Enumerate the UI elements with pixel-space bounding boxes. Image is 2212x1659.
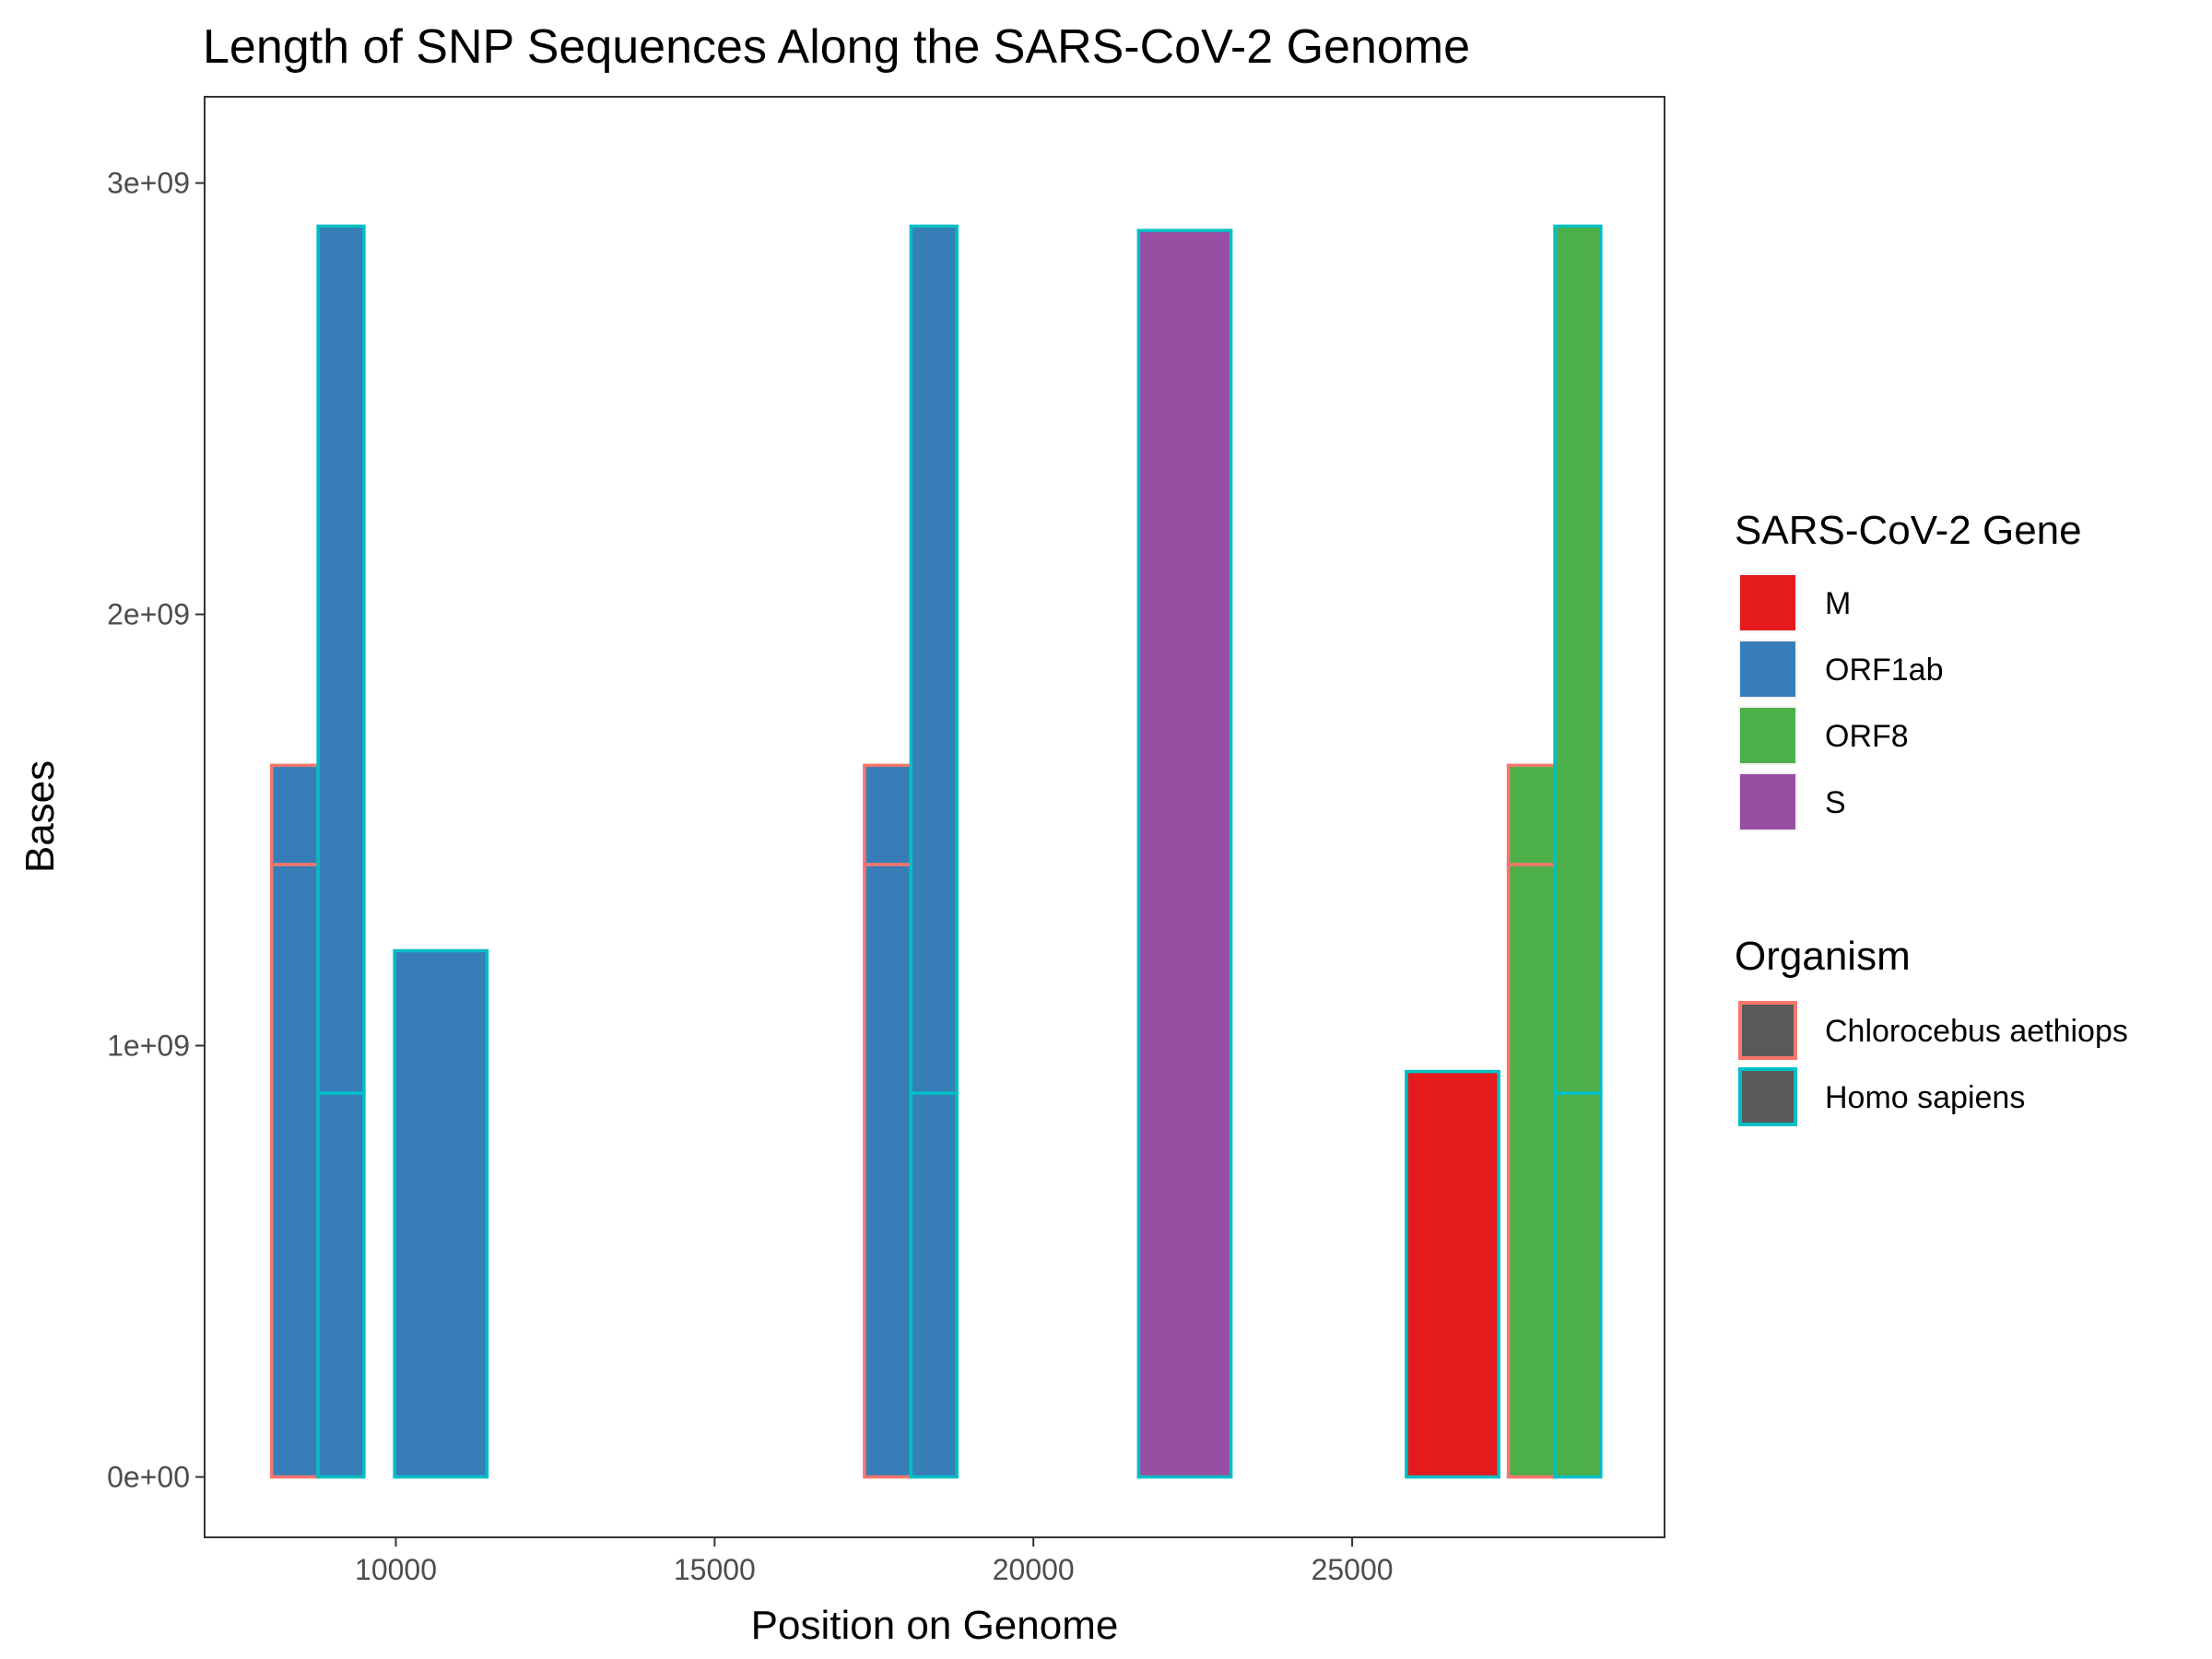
bar-group (316, 224, 366, 1479)
bar-segment (1506, 863, 1557, 1479)
organism-legend-items: Chlorocebus aethiops Homo sapiens (1738, 1001, 2128, 1126)
legend-swatch (1740, 774, 1795, 830)
bar-segment (316, 1091, 366, 1479)
plot-border (204, 96, 1665, 1538)
bar-group (863, 763, 913, 1479)
bar-segment (863, 763, 913, 866)
legend: SARS-CoV-2 Gene M ORF1ab ORF8 S Organism Ch… (1735, 508, 2128, 1126)
x-axis-title: Position on Genome (751, 1603, 1119, 1648)
x-axis: 10000 15000 20000 25000 (355, 1537, 1394, 1586)
y-tick-label: 0e+00 (107, 1460, 190, 1493)
legend-swatch (1738, 1067, 1797, 1126)
gene-legend-items: M ORF1ab ORF8 S (1738, 573, 1944, 831)
legend-label: M (1825, 586, 1851, 621)
y-axis-title: Bases (18, 760, 63, 873)
bar-group (1553, 224, 1603, 1479)
bar-segment (269, 763, 320, 866)
bar-segment (1553, 1091, 1603, 1479)
bar-segment (1136, 229, 1233, 1479)
bar-segment (1553, 224, 1603, 1095)
y-tick-label: 3e+09 (107, 167, 190, 200)
bar-group (909, 224, 959, 1479)
bar-segment (269, 863, 320, 1479)
bar-group (1506, 763, 1557, 1479)
x-tick-label: 25000 (1312, 1553, 1394, 1586)
legend-label: S (1825, 785, 1846, 820)
organism-legend-title: Organism (1735, 934, 1911, 979)
organism-legend-item: Homo sapiens (1738, 1067, 2025, 1126)
gene-legend-item: ORF1ab (1738, 640, 1944, 699)
y-tick-label: 1e+09 (107, 1030, 190, 1063)
bar-group (1136, 229, 1233, 1479)
legend-swatch (1738, 1001, 1797, 1060)
legend-label: ORF1ab (1825, 653, 1944, 688)
legend-label: Homo sapiens (1825, 1080, 2025, 1115)
bar-segment (909, 224, 959, 1095)
gene-legend-item: M (1738, 573, 1851, 632)
gene-legend-item: S (1738, 772, 1846, 831)
y-tick-label: 2e+09 (107, 598, 190, 631)
bar-segment (1405, 1069, 1500, 1479)
bar-group (393, 948, 489, 1479)
gene-legend-title: SARS-CoV-2 Gene (1735, 508, 2082, 553)
x-tick-label: 10000 (355, 1553, 437, 1586)
legend-label: ORF8 (1825, 719, 1909, 754)
organism-legend-item: Chlorocebus aethiops (1738, 1001, 2128, 1060)
bar-segment (316, 224, 366, 1095)
x-tick-label: 15000 (674, 1553, 756, 1586)
bar-segment (393, 948, 489, 1479)
chart-title: Length of SNP Sequences Along the SARS-C… (203, 20, 1470, 74)
x-tick-label: 20000 (993, 1553, 1075, 1586)
bars-layer (269, 224, 1603, 1479)
legend-label: Chlorocebus aethiops (1825, 1014, 2128, 1049)
legend-swatch (1740, 641, 1795, 697)
bar-segment (909, 1091, 959, 1479)
legend-swatch (1740, 708, 1795, 763)
bar-segment (1506, 763, 1557, 866)
y-axis: 0e+00 1e+09 2e+09 3e+09 (107, 167, 205, 1493)
bar-segment (863, 863, 913, 1479)
legend-swatch (1740, 575, 1795, 630)
gene-legend-item: ORF8 (1738, 706, 1909, 765)
bar-group (269, 763, 320, 1479)
bar-group (1405, 1069, 1500, 1479)
